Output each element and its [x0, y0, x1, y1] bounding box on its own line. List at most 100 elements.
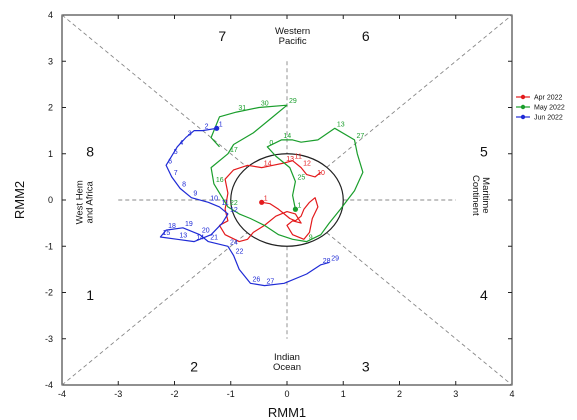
series-line-1: [218, 160, 322, 243]
y-tick-label: -2: [45, 288, 53, 298]
day-label: 17: [230, 147, 238, 154]
phase-number: 8: [86, 143, 94, 159]
day-label: 6: [168, 158, 172, 165]
day-label: 5: [174, 149, 178, 156]
region-label: Western Pacific: [275, 26, 310, 47]
unit-circle: [230, 153, 344, 247]
diagonal-guide-line: [326, 14, 513, 168]
day-label: 12: [230, 207, 238, 214]
phase-number: 6: [362, 28, 370, 44]
day-label: 21: [210, 235, 218, 242]
day-label: 27: [357, 133, 365, 140]
x-tick-label: 0: [284, 389, 289, 399]
day-label: 2: [205, 124, 209, 131]
region-label-line: Indian: [274, 352, 300, 363]
series-line-2: [210, 104, 364, 243]
x-tick-label: 3: [453, 389, 458, 399]
region-label: MaritimeContinent: [470, 175, 491, 216]
x-tick-label: 2: [397, 389, 402, 399]
region-label-line: Continent: [470, 175, 481, 216]
x-tick-label: -1: [227, 389, 235, 399]
phase-number: 7: [218, 28, 226, 44]
legend-label: Jun 2022: [534, 115, 563, 122]
day-label: 1: [264, 195, 268, 202]
day-label: 14: [283, 133, 291, 140]
series-line-3: [159, 127, 330, 287]
day-label: 10: [317, 170, 325, 177]
day-label: 29: [331, 255, 339, 262]
day-label: 4: [179, 140, 183, 147]
diagonal-guide-line: [326, 232, 513, 386]
x-tick-label: 1: [341, 389, 346, 399]
day-label: 14: [264, 161, 272, 168]
day-label: 15: [162, 230, 170, 237]
day-label: 24: [230, 239, 238, 246]
legend-label: May 2022: [534, 105, 565, 112]
phase-number: 3: [362, 359, 370, 375]
legend-marker: [520, 94, 526, 100]
region-label: Indian Ocean: [273, 352, 301, 373]
diagonal-guide-line: [61, 232, 248, 386]
day-label: 31: [238, 105, 246, 112]
y-tick-label: 1: [48, 149, 53, 159]
day-label: 27: [267, 279, 275, 286]
day-label: 9: [193, 191, 197, 198]
day-label: 14: [196, 235, 204, 242]
phase-number: 4: [480, 287, 488, 303]
day-label: 1: [219, 121, 223, 128]
series-start-marker: [259, 199, 265, 205]
day-label: 7: [174, 170, 178, 177]
legend-label: Apr 2022: [534, 95, 563, 102]
day-label: 0: [269, 140, 273, 147]
day-label: 1: [297, 202, 301, 209]
diagonal-guide-line: [61, 14, 248, 168]
region-label-line: Western: [275, 26, 310, 37]
day-label: 10: [210, 195, 218, 202]
day-label: 30: [261, 101, 269, 108]
day-label: 3: [188, 131, 192, 138]
y-tick-label: -1: [45, 241, 53, 251]
day-label: 13: [179, 232, 187, 239]
y-tick-label: 0: [48, 195, 53, 205]
day-label: 13: [337, 121, 345, 128]
day-label: 29: [289, 98, 297, 105]
y-tick-label: 4: [48, 10, 53, 20]
legend-marker: [520, 114, 526, 120]
region-label: West Hemand Africa: [75, 180, 96, 224]
day-label: 22: [230, 200, 238, 207]
day-label: 26: [252, 276, 260, 283]
x-tick-label: -4: [58, 389, 66, 399]
x-axis-title: RMM1: [268, 405, 306, 420]
series-start-marker: [214, 125, 220, 131]
day-label: 11: [222, 200, 229, 207]
y-tick-label: -4: [45, 380, 53, 390]
day-label: 11: [295, 154, 302, 161]
day-label: 20: [202, 228, 210, 235]
day-label: 19: [185, 221, 193, 228]
region-label-line: Pacific: [279, 36, 307, 47]
series-start-marker: [292, 206, 299, 212]
day-label: 13: [286, 156, 294, 163]
phase-number: 5: [480, 143, 488, 159]
day-label: 8: [182, 181, 186, 188]
region-label-line: West Hem: [75, 180, 86, 224]
day-label: 25: [297, 175, 305, 182]
legend-marker: [520, 104, 526, 110]
day-label: 18: [168, 223, 176, 230]
region-label-line: and Africa: [85, 180, 96, 223]
x-tick-label: -3: [114, 389, 122, 399]
y-tick-label: 2: [48, 103, 53, 113]
phase-number: 1: [86, 287, 94, 303]
day-label: 9: [309, 235, 313, 242]
y-axis-title: RMM2: [12, 181, 27, 219]
y-tick-label: 3: [48, 56, 53, 66]
x-tick-label: -2: [170, 389, 178, 399]
day-label: 22: [236, 249, 244, 256]
region-label-line: Ocean: [273, 362, 301, 373]
day-label: 16: [216, 177, 224, 184]
day-label: 28: [323, 258, 331, 265]
x-tick-label: 4: [509, 389, 514, 399]
day-label: 12: [303, 161, 311, 168]
phase-number: 2: [190, 359, 198, 375]
